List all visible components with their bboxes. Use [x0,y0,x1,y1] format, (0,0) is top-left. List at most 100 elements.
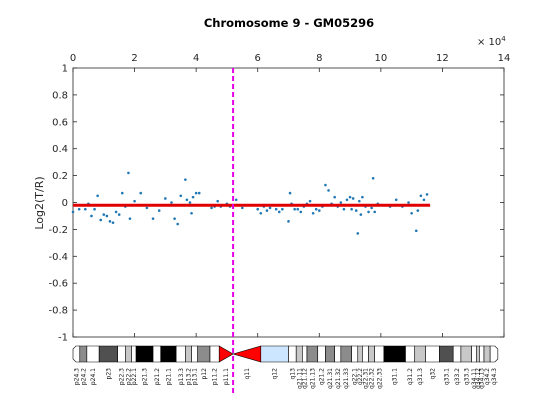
band-label: p23 [105,368,112,380]
data-point [354,209,358,212]
band-label: p24.1 [90,368,97,385]
data-point [108,220,112,223]
data-point [105,214,109,218]
band-label: q34.13 [479,368,486,389]
data-point [90,214,93,218]
ideogram-band [483,345,491,363]
x-tick-label: 6 [255,53,261,64]
data-point [111,221,115,224]
y-tick-label: -0.6 [48,279,68,290]
ideogram-band [439,345,454,363]
band-label: q21.32 [335,368,342,389]
data-point [164,197,167,200]
data-point [256,207,260,211]
y-tick-label: -0.2 [48,225,68,236]
ideogram-band [374,345,385,363]
data-point [114,210,118,214]
data-point [348,195,352,199]
ideogram-band [383,345,406,363]
band-label: q32 [429,368,436,380]
ideogram-band [362,345,369,363]
data-point [361,195,364,199]
x-tick-label: 8 [316,53,322,64]
ideogram-band [368,345,376,363]
ideogram-band [86,345,100,363]
data-point [99,218,103,222]
x-tick-label: 4 [193,53,199,64]
y-tick-label: 0 [62,198,68,209]
band-label: q22.2 [357,368,364,385]
band-label: p21.2 [154,368,161,385]
band-label: p11.1 [223,368,230,385]
ideogram-band [125,345,132,363]
ideogram-band [218,345,234,363]
ideogram-band [475,345,480,363]
band-label: q21.33 [343,368,350,389]
data-point [234,198,238,202]
data-point [333,195,336,199]
data-point [133,199,136,203]
x-multiplier-base: × 10 [477,37,501,48]
band-label: q22.32 [369,368,376,389]
data-point [277,210,281,214]
ideogram-band [471,345,477,363]
chart-title: Chromosome 9 - GM05296 [204,16,374,30]
data-point [139,191,143,195]
band-label: q33.3 [463,368,470,385]
x-multiplier-exponent: 4 [501,35,506,43]
x-tick-label: 14 [498,53,511,64]
data-point [157,209,161,212]
band-label: q12 [272,368,279,380]
data-point [102,213,106,216]
data-point [324,183,327,187]
data-point [308,199,312,203]
data-point [191,195,195,199]
band-label: q34.3 [491,368,498,385]
ideogram-band [175,345,186,363]
data-point [342,207,346,211]
data-point [268,206,272,210]
y-tick-label: 0.2 [52,171,68,182]
data-point [314,207,318,211]
ideogram-band [160,345,177,363]
data-point [184,178,187,181]
data-point [84,207,87,211]
y-tick-label: 1 [62,64,68,75]
ideogram-band [209,345,220,363]
plot-area: 0 2 4 6 8 10 12 14 1 0.8 0.6 0.4 0.2 0 -0.2 -0.4 -0.6 -0.… [48,53,510,395]
data-point [241,206,244,210]
data-point [299,210,303,214]
data-point [311,211,315,215]
band-label: q33.1 [443,368,450,385]
y-tick-label: 0.6 [52,117,68,128]
band-label: q34.2 [484,368,491,385]
band-label: p24.2 [80,368,87,385]
ideogram-band [460,345,472,363]
band-label: p13.1 [192,368,199,385]
ideogram-band [135,345,154,363]
y-tick-label: -0.8 [48,306,68,317]
band-label: p13.2 [185,368,192,385]
band-label: q11 [244,368,251,380]
ideogram-band [414,345,426,363]
data-point [356,232,360,235]
data-point [373,210,377,214]
data-point [407,201,410,204]
band-label: p24.3 [73,368,80,385]
band-label: p11.2 [212,368,219,385]
data-point [419,194,423,198]
x-tick-label: 12 [436,53,449,64]
data-point [210,206,213,210]
band-label: p22.1 [131,368,138,385]
data-point [425,193,429,196]
y-tick-label: -0.4 [48,252,68,263]
band-label: p22.3 [118,368,125,385]
ideogram-band [79,345,88,363]
data-point [367,210,370,214]
ideogram-band [325,345,335,363]
data-point [120,191,124,195]
data-point [145,206,149,210]
ideogram-band [185,345,192,363]
band-label: p13.3 [178,368,185,385]
